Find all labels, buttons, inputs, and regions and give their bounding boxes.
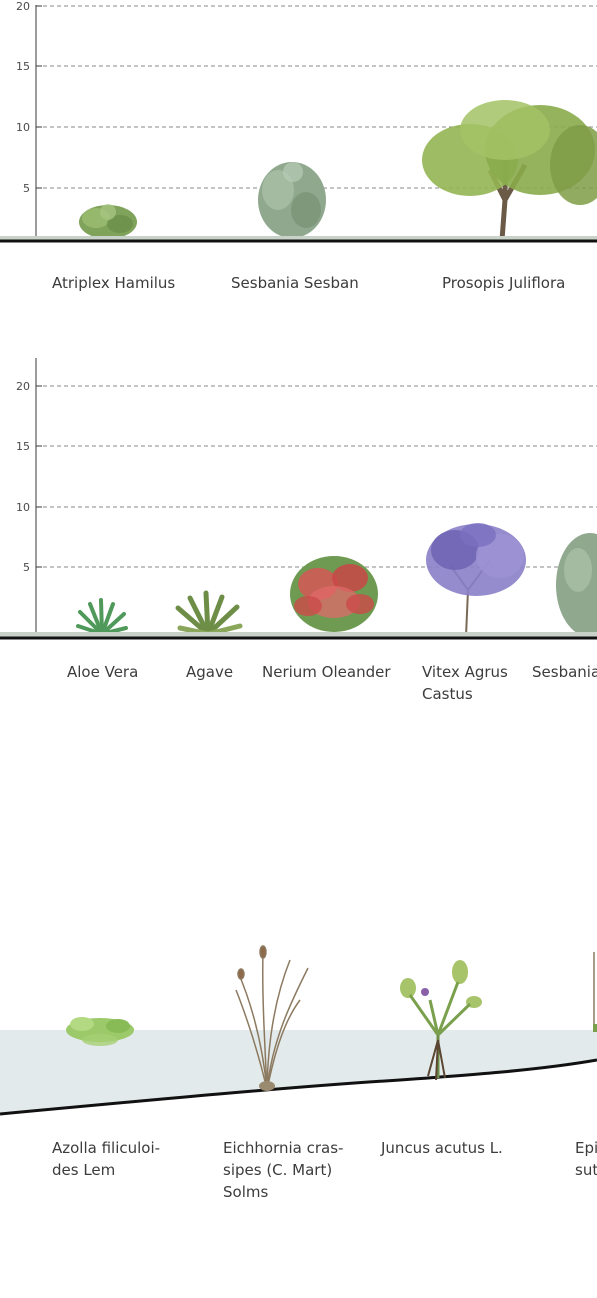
ground-strip — [0, 236, 597, 240]
tick-label-20: 20 — [16, 380, 30, 393]
sesbania-plant — [556, 533, 597, 637]
tick-label-10: 10 — [16, 121, 30, 134]
plant-label-agave: Agave — [186, 663, 234, 681]
eichhornia-plant — [235, 945, 309, 1091]
agave-plant — [175, 590, 243, 637]
plant-label-line-3: Solms — [223, 1183, 269, 1201]
plant-label-azolla: Azolla filiculoi- des Lem — [52, 1137, 160, 1181]
plant-label-epi: Epi sut — [575, 1137, 597, 1181]
plant-label-line-1: Eichhornia cras- — [223, 1139, 344, 1157]
juncus-acutus-plant — [400, 960, 482, 1081]
tick-label-15: 15 — [16, 60, 30, 73]
plant-label-line-1: Epi — [575, 1139, 597, 1157]
plant-label-line-2: sipes (C. Mart) — [223, 1161, 333, 1179]
vitex-agrus-castus-plant — [426, 523, 526, 637]
tick-label-20: 20 — [16, 0, 30, 13]
tick-label-10: 10 — [16, 501, 30, 514]
plant-label-line-2: Castus — [422, 685, 473, 703]
plant-label-sesbania: Sesbania — [532, 663, 597, 681]
azolla-plant — [66, 1017, 134, 1046]
tick-label-5: 5 — [23, 561, 30, 574]
plant-label-prosopis-juliflora: Prosopis Juliflora — [442, 274, 566, 292]
plant-label-eichhornia: Eichhornia cras- sipes (C. Mart) Solms — [223, 1137, 343, 1203]
nerium-oleander-plant — [290, 556, 378, 636]
plant-label-nerium-oleander: Nerium Oleander — [262, 663, 391, 681]
atriplex-hamilus-plant — [79, 204, 137, 239]
tick-label-5: 5 — [23, 182, 30, 195]
plant-label-atriplex-hamilus: Atriplex Hamilus — [52, 274, 176, 292]
chart-2: 20 15 10 5 — [0, 358, 597, 640]
plant-label-line-2: sut — [575, 1161, 597, 1179]
plant-label-juncus-acutus: Juncus acutus L. — [381, 1139, 503, 1157]
ground-strip — [0, 632, 597, 637]
sesbania-sesban-plant — [258, 162, 326, 241]
plant-label-sesbania-sesban: Sesbania Sesban — [231, 274, 359, 292]
plant-label-line-1: Azolla filiculoi- — [52, 1139, 161, 1157]
epi-plant — [593, 952, 597, 1032]
tick-label-15: 15 — [16, 440, 30, 453]
aquatic-section — [0, 945, 597, 1116]
chart-1: 20 15 10 5 — [0, 0, 597, 243]
plant-label-line-1: Vitex Agrus — [422, 663, 508, 681]
bank-profile-line — [0, 1058, 597, 1116]
aloe-vera-plant — [76, 598, 128, 636]
water-body — [0, 1030, 597, 1114]
prosopis-juliflora-plant — [422, 100, 597, 241]
plant-label-line-2: des Lem — [52, 1161, 116, 1179]
plant-label-aloe-vera: Aloe Vera — [67, 663, 139, 681]
plant-label-vitex-agrus-castus: Vitex Agrus Castus — [422, 661, 508, 705]
